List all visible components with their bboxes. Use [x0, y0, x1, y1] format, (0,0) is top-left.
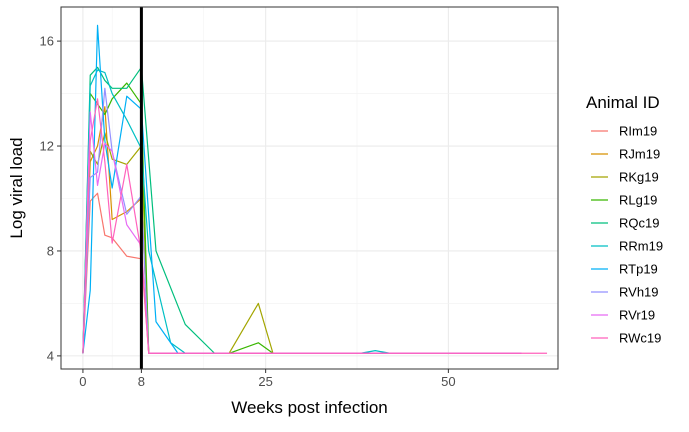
legend-item-rvh19: RVh19 — [591, 285, 659, 300]
y-tick-label: 12 — [40, 139, 54, 154]
legend-label: RTp19 — [619, 262, 658, 277]
legend-item-rkg19: RKg19 — [591, 170, 659, 185]
legend-item-rrm19: RRm19 — [591, 239, 663, 254]
legend-item-rqc19: RQc19 — [591, 216, 659, 231]
y-tick-label: 16 — [40, 34, 54, 49]
legend: RIm19 RJm19 RKg19 RLg19 RQc19 RRm19 RTp19 RVh19… — [591, 124, 663, 346]
legend-label: RIm19 — [619, 124, 657, 139]
x-tick-label: 8 — [138, 374, 145, 389]
legend-label: RQc19 — [619, 216, 659, 231]
y-tick-label: 4 — [47, 348, 54, 363]
series-line-rqc19 — [82, 66, 522, 354]
legend-title: Animal ID — [586, 93, 660, 112]
legend-item-rjm19: RJm19 — [591, 147, 660, 162]
legend-label: RJm19 — [619, 147, 660, 162]
axis-layer: 0 8 25 50 4 8 12 16 — [40, 34, 456, 389]
legend-label: RVh19 — [619, 285, 659, 300]
x-tick-label: 50 — [441, 374, 455, 389]
legend-label: RRm19 — [619, 239, 663, 254]
x-tick-label: 0 — [79, 374, 86, 389]
legend-label: RVr19 — [619, 308, 655, 323]
x-axis-title: Weeks post infection — [231, 398, 388, 417]
legend-item-rtp19: RTp19 — [591, 262, 658, 277]
legend-label: RWc19 — [619, 331, 661, 346]
legend-item-rwc19: RWc19 — [591, 331, 661, 346]
legend-item-rlg19: RLg19 — [591, 193, 657, 208]
y-axis-title: Log viral load — [7, 137, 26, 238]
legend-item-rvr19: RVr19 — [591, 308, 655, 323]
legend-label: RLg19 — [619, 193, 657, 208]
series-line-rtp19 — [82, 24, 522, 354]
x-tick-label: 25 — [258, 374, 272, 389]
legend-label: RKg19 — [619, 170, 659, 185]
legend-item-rim19: RIm19 — [591, 124, 657, 139]
plot-panel-border — [60, 6, 559, 370]
y-tick-label: 8 — [47, 243, 54, 258]
series-layer — [82, 24, 548, 354]
plot-panel-background — [61, 7, 558, 369]
series-line-rrm19 — [82, 69, 522, 354]
series-line-rwc19 — [82, 98, 548, 354]
series-line-rkg19 — [82, 132, 522, 354]
